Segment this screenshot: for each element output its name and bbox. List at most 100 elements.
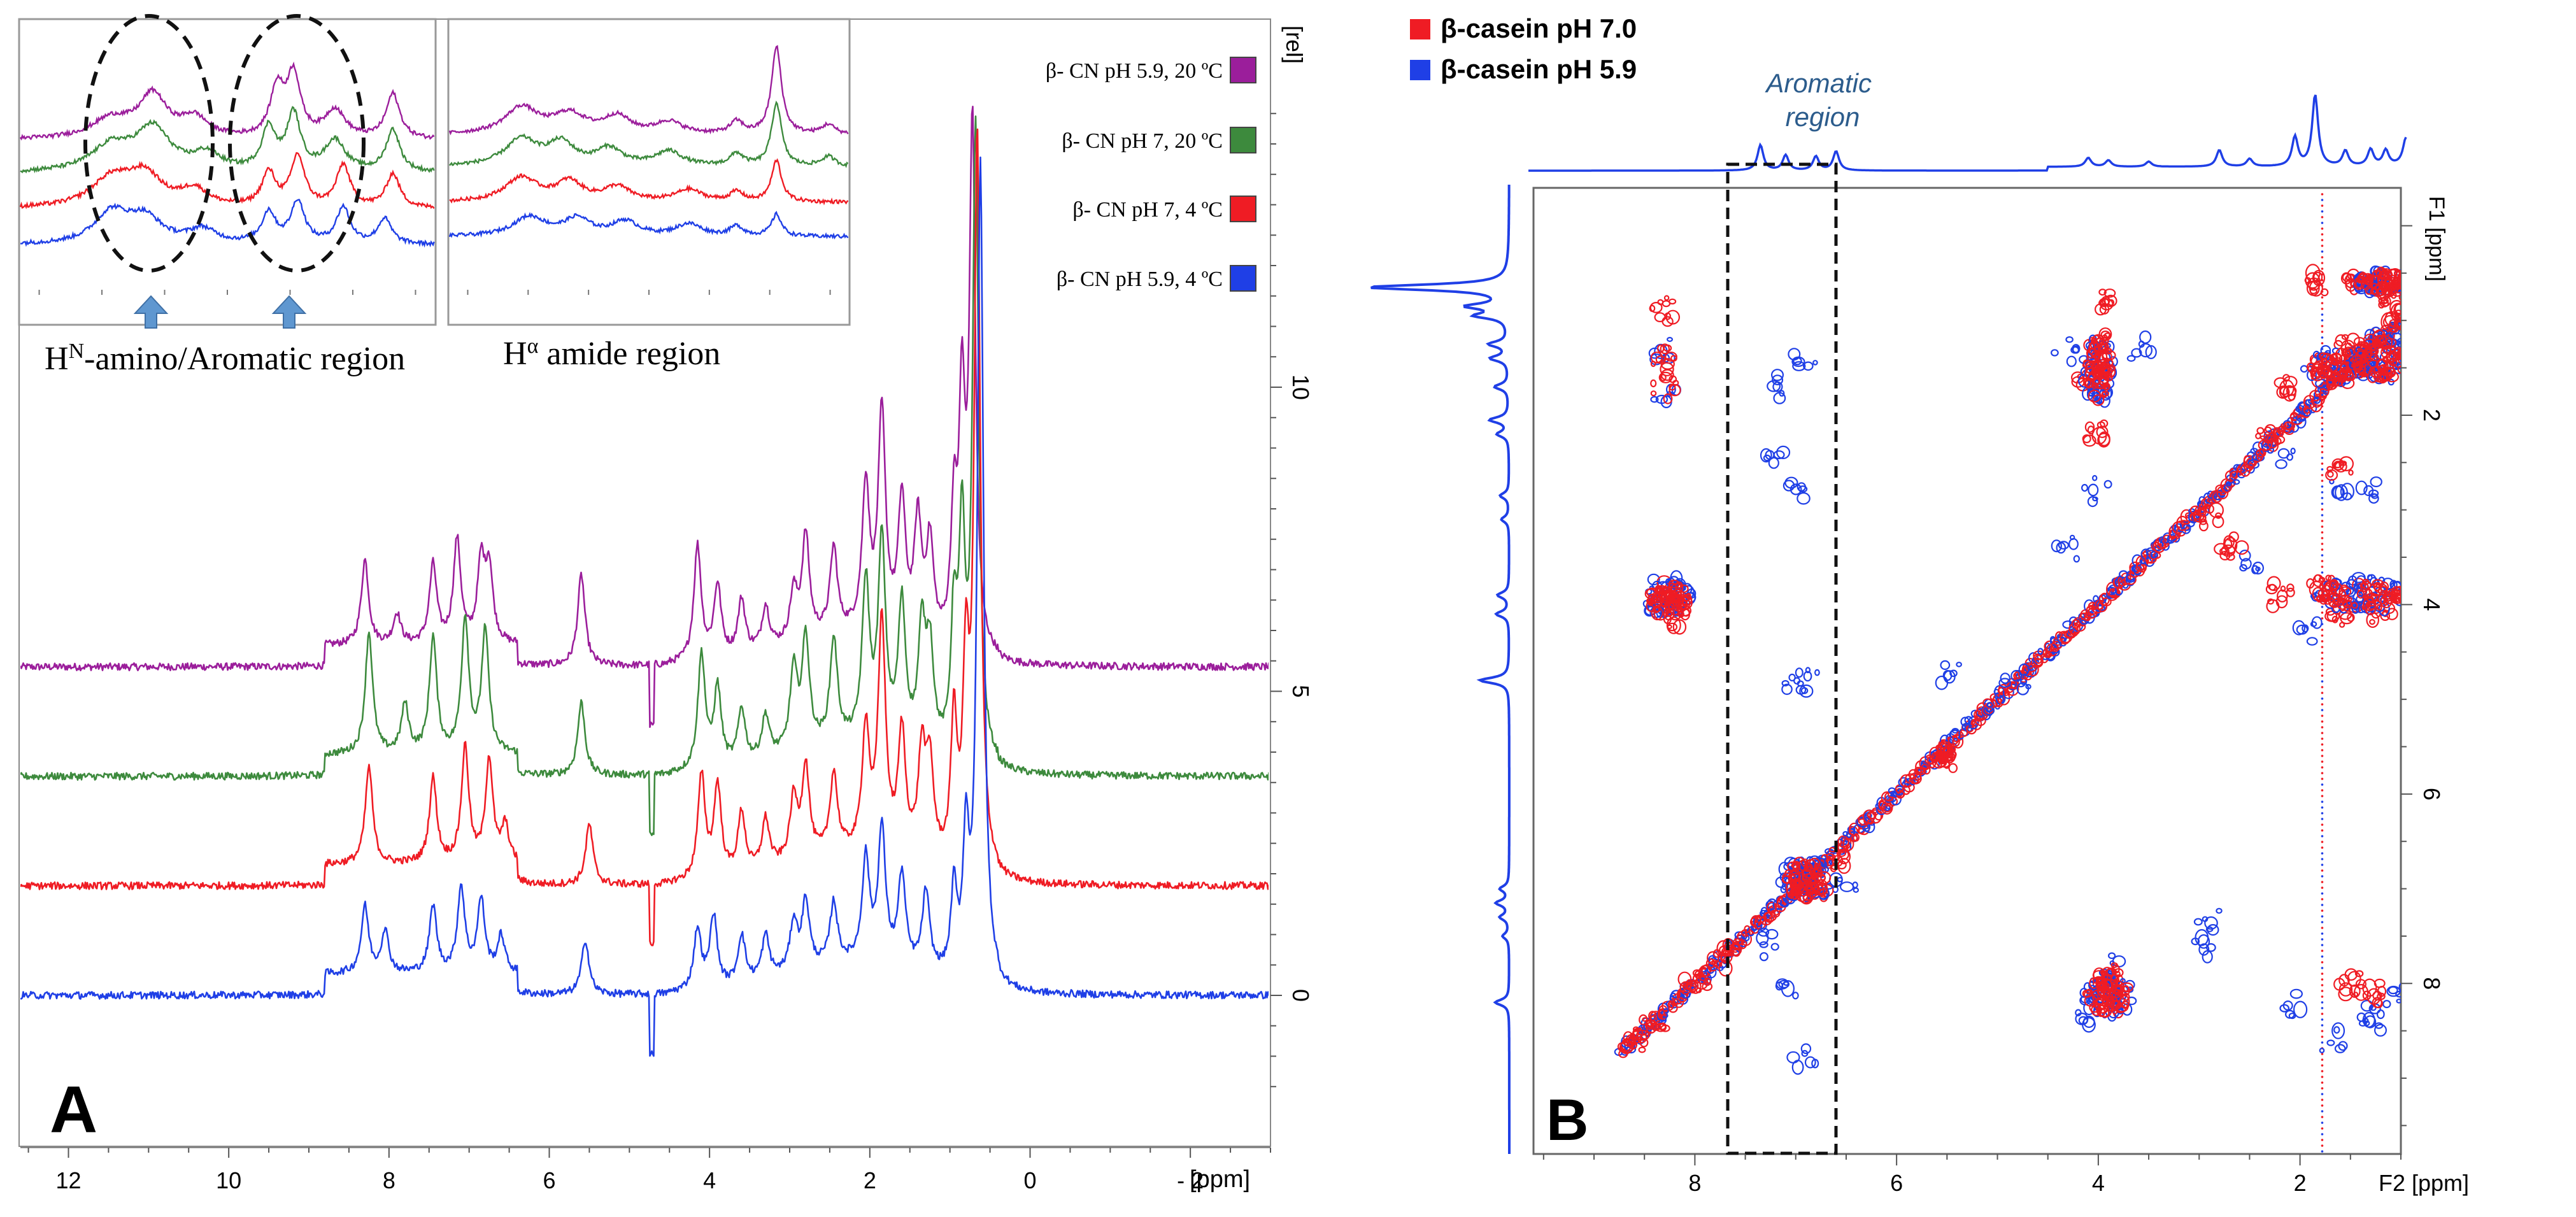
contour-streak	[2430, 504, 2436, 508]
contour-peak	[2405, 308, 2410, 311]
contour-streak	[2431, 648, 2438, 651]
contour-peak	[2286, 587, 2295, 597]
contour-streak	[2431, 574, 2438, 578]
contour-peak	[1716, 940, 1730, 957]
contour-peak	[1801, 881, 1810, 888]
contour-streak	[2321, 640, 2324, 643]
contour-streak	[2321, 1093, 2324, 1095]
spectrum-trace	[20, 106, 1269, 728]
contour-peak	[2087, 425, 2095, 435]
contour-streak	[2427, 734, 2433, 737]
contour-peak	[1986, 702, 1993, 708]
contour-peak	[1656, 588, 1664, 595]
legend-a: β- CN pH 5.9, 20 ºC β- CN pH 7, 20 ºC β- C…	[1046, 57, 1256, 292]
contour-streak	[2321, 904, 2324, 906]
contour-peak	[2286, 386, 2297, 396]
contour-peak	[2105, 995, 2119, 1012]
contour-streak	[2430, 871, 2436, 874]
contour-peak	[1669, 383, 1676, 391]
contour-streak	[2430, 667, 2437, 671]
contour-streak	[2430, 759, 2437, 763]
contour-peak	[2126, 996, 2137, 1006]
contour-streak	[2321, 457, 2324, 459]
contour-peak	[1840, 881, 1854, 892]
contour-streak	[2431, 447, 2438, 451]
contour-peak	[2097, 432, 2110, 448]
contour-peak	[1650, 379, 1657, 388]
contour-streak	[2427, 1116, 2433, 1120]
legend-b-label: β-casein pH 5.9	[1441, 54, 1637, 84]
contour-streak	[2321, 428, 2324, 431]
contour-streak	[2433, 622, 2439, 626]
contour-peak	[2108, 952, 2116, 959]
contour-peak	[1759, 941, 1768, 948]
inset-aromatic-box	[18, 18, 437, 326]
contour-streak	[2429, 1084, 2435, 1088]
contour-streak	[2430, 1138, 2437, 1142]
contour-streak	[2427, 750, 2433, 753]
contour-streak	[2427, 657, 2433, 661]
contour-streak	[2427, 1030, 2433, 1034]
contour-streak	[2427, 498, 2433, 502]
contour-streak	[2430, 654, 2436, 658]
contour-streak	[2321, 703, 2324, 706]
contour-streak	[2321, 566, 2324, 568]
contour-streak	[2430, 294, 2437, 298]
contour-streak	[2430, 781, 2437, 785]
x-axis-b: 8 6 4 2	[1542, 1154, 2402, 1196]
contour-streak	[2428, 584, 2434, 588]
x-tick-label: 8	[383, 1167, 395, 1193]
contour-streak	[2428, 816, 2435, 820]
contour-peak	[1773, 450, 1785, 460]
legend-a-item: β- CN pH 7, 20 ºC	[1062, 127, 1256, 153]
contour-streak	[2321, 715, 2324, 717]
contour-streak	[2427, 641, 2433, 645]
contour-peak	[2420, 290, 2428, 296]
contour-streak	[2428, 772, 2434, 776]
contour-peak	[1718, 960, 1733, 977]
contour-peak	[1649, 302, 1663, 313]
contour-peak	[1792, 361, 1806, 371]
contour-streak	[2431, 533, 2437, 537]
contour-peak	[1668, 1004, 1678, 1013]
contour-peak	[2068, 623, 2079, 635]
contour-peak	[1642, 1017, 1648, 1022]
contour-streak	[2433, 966, 2439, 970]
contour-peak	[2188, 510, 2199, 523]
contour-streak	[2430, 1087, 2436, 1091]
contour-streak	[2430, 380, 2436, 384]
contour-streak	[2432, 743, 2438, 747]
contour-peak	[2282, 1000, 2293, 1011]
contour-streak	[2431, 1046, 2438, 1050]
contour-streak	[2431, 823, 2437, 827]
contour-peak	[2316, 595, 2323, 603]
contour-peak	[2406, 276, 2414, 285]
contour-streak	[2428, 523, 2434, 527]
contour-peak	[1797, 884, 1805, 893]
contour-peak	[2020, 677, 2028, 685]
contour-streak	[2321, 508, 2324, 511]
contour-streak	[2433, 829, 2439, 833]
contour-peak	[1803, 361, 1814, 371]
contour-streak	[2429, 1106, 2435, 1110]
legend-a-swatch	[1230, 265, 1256, 292]
contour-peak	[2037, 648, 2044, 655]
contour-peak	[1663, 393, 1673, 404]
contour-streak	[2427, 1004, 2433, 1008]
contour-streak	[2428, 444, 2435, 448]
contour-peak	[1648, 1011, 1657, 1021]
contour-streak	[2321, 646, 2324, 648]
contour-streak	[2321, 760, 2324, 763]
contour-streak	[2428, 345, 2434, 349]
contour-peak	[1638, 1046, 1646, 1053]
contour-peak	[2092, 394, 2105, 406]
contour-peak	[2398, 273, 2401, 283]
contour-peak	[2366, 601, 2377, 610]
top-projection-trace	[1528, 94, 2407, 172]
contour-peak	[2283, 376, 2298, 388]
contour-streak	[2427, 520, 2433, 524]
contour-streak	[2429, 355, 2435, 359]
contour-peak	[2407, 273, 2412, 277]
contour-streak	[2433, 485, 2439, 489]
contour-streak	[2431, 463, 2437, 467]
